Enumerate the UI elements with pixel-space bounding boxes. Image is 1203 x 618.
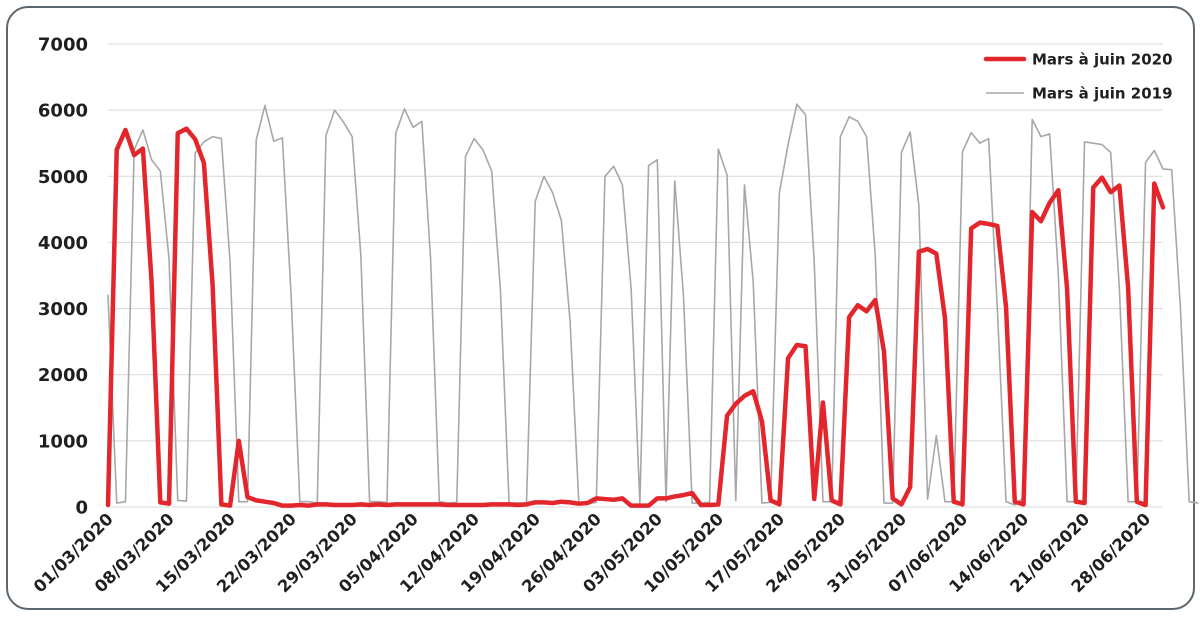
series-layer (105, 103, 1199, 508)
legend: Mars à juin 2020 Mars à juin 2019 (983, 51, 1173, 103)
series-line-mars-juin-2020 (105, 126, 1166, 508)
y-tick-label: 6000 (38, 101, 88, 122)
y-tick-label: 4000 (38, 233, 88, 254)
y-axis-tick-labels: 0 1000 2000 3000 4000 5000 6000 7000 (38, 35, 88, 519)
y-tick-label: 1000 (38, 431, 88, 452)
x-axis-tick-labels: 01/03/202008/03/202015/03/202022/03/2020… (30, 509, 1154, 596)
y-tick-label: 2000 (38, 365, 88, 386)
series-line-mars-juin-2019 (107, 103, 1199, 506)
y-tick-label: 3000 (38, 299, 88, 320)
y-tick-label: 7000 (38, 35, 88, 56)
legend-label-mars-juin-2019: Mars à juin 2019 (1032, 85, 1173, 103)
y-tick-label: 5000 (38, 167, 88, 188)
legend-label-mars-juin-2020: Mars à juin 2020 (1032, 51, 1173, 69)
y-tick-label: 0 (75, 498, 88, 519)
